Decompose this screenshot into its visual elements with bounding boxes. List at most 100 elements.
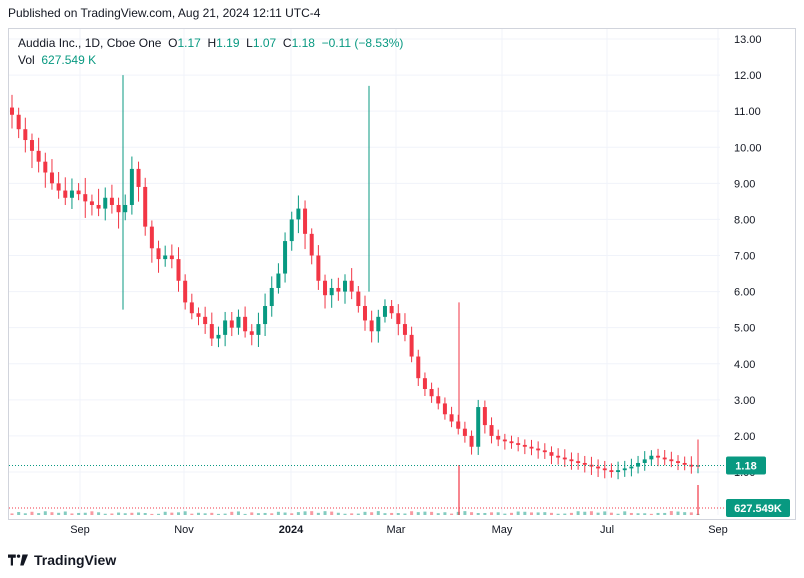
x-tick-label: 2024	[279, 524, 304, 536]
volume-bar	[203, 513, 207, 515]
volume-bar	[17, 512, 21, 515]
volume-bar	[370, 512, 374, 515]
candle-body	[362, 306, 367, 321]
volume-bar	[458, 465, 460, 515]
volume-bar	[310, 511, 314, 515]
candle-body	[163, 255, 168, 260]
candle-body	[143, 186, 148, 227]
candle-body	[669, 459, 674, 462]
volume-bar	[569, 512, 573, 515]
candle-body	[76, 190, 81, 195]
volume-bar	[470, 512, 474, 515]
volume-bar	[103, 513, 107, 515]
volume-bar	[123, 513, 127, 515]
volume-bar	[163, 511, 167, 515]
candle-body	[429, 389, 434, 397]
candle-body	[549, 452, 554, 456]
x-tick-label: May	[492, 524, 513, 536]
close-value: 1.18	[291, 36, 315, 50]
candle-body	[456, 421, 461, 429]
y-tick-label: 6.00	[734, 287, 755, 299]
volume-bar	[536, 512, 540, 515]
candle-body	[303, 208, 308, 234]
chart-frame[interactable]	[8, 28, 796, 520]
candle-body	[283, 241, 288, 274]
y-tick-label: 10.00	[734, 142, 762, 154]
candle-body	[676, 461, 681, 463]
volume-label: Vol	[18, 53, 35, 67]
candle-body	[609, 470, 614, 472]
volume-bar	[403, 513, 407, 515]
candle-body	[649, 455, 654, 460]
footer: TradingView	[8, 552, 116, 568]
last-price-line: 1.18 627.549K	[9, 456, 790, 517]
volume-bar	[676, 511, 680, 515]
volume-bar	[177, 512, 181, 515]
candle-body	[249, 331, 254, 335]
candle-body	[596, 466, 601, 469]
candle-body	[123, 204, 128, 213]
volume-bar	[549, 512, 553, 515]
y-tick-label: 5.00	[734, 323, 755, 335]
candle-body	[276, 273, 281, 288]
volume-bar	[296, 512, 300, 515]
candle-body	[316, 255, 321, 281]
volume-bar	[396, 513, 400, 515]
volume-bar	[376, 511, 380, 515]
volume-bar	[436, 513, 440, 515]
candle-body	[223, 320, 228, 335]
candle-body	[189, 302, 194, 314]
volume-bar	[170, 512, 174, 515]
candle-body	[576, 461, 581, 463]
candle-body	[622, 468, 627, 471]
candle-body	[16, 114, 21, 130]
volume-bar	[236, 511, 240, 515]
legend-ohlc-row: Auddia Inc., 1D, Cboe One O1.17 H1.19 L1…	[18, 35, 403, 52]
candle-body	[642, 459, 647, 463]
volume-bar	[50, 512, 54, 515]
candle-body	[629, 466, 634, 469]
candle-body	[682, 462, 687, 465]
candle-body	[636, 462, 641, 467]
candle-body	[63, 190, 68, 198]
candle-body	[343, 280, 348, 292]
volume-bar	[130, 512, 134, 515]
candle-body	[96, 204, 101, 209]
volume-bar	[390, 512, 394, 515]
volume-bar	[563, 513, 567, 515]
candle-body	[389, 306, 394, 314]
volume-bar	[510, 512, 514, 515]
y-tick-label: 12.00	[734, 70, 762, 82]
open-value: 1.17	[177, 36, 201, 50]
high-value: 1.19	[216, 36, 240, 50]
candle-body	[462, 428, 467, 436]
candle-body	[136, 168, 141, 187]
candle-body	[529, 446, 534, 449]
x-tick-label: Mar	[387, 524, 406, 536]
volume-bar	[303, 511, 307, 515]
candle-body	[416, 356, 421, 379]
volume-bar	[616, 513, 620, 515]
candle-body	[29, 140, 34, 151]
candle-body	[269, 287, 274, 307]
volume-bar	[649, 513, 653, 515]
last-volume-label: 627.549K	[734, 503, 782, 515]
volume-bar	[410, 511, 414, 515]
candle-body	[509, 441, 514, 444]
candle-body	[422, 378, 427, 390]
candle-body	[149, 226, 154, 249]
y-tick-label: 3.00	[734, 395, 755, 407]
candle-body	[36, 150, 41, 162]
volume-bar	[576, 511, 580, 515]
low-label: L	[246, 36, 253, 50]
candle-body	[43, 161, 48, 173]
candle-body	[502, 439, 507, 442]
candle-body	[569, 459, 574, 462]
volume-bar	[383, 513, 387, 515]
volume-bar	[363, 511, 367, 515]
candle-body	[522, 444, 527, 447]
candle-body	[289, 219, 294, 242]
candle-body	[376, 316, 381, 332]
y-axis: 13.00 12.00 11.00 10.00 9.00 8.00 7.00 6.00 5.00…	[734, 34, 762, 479]
